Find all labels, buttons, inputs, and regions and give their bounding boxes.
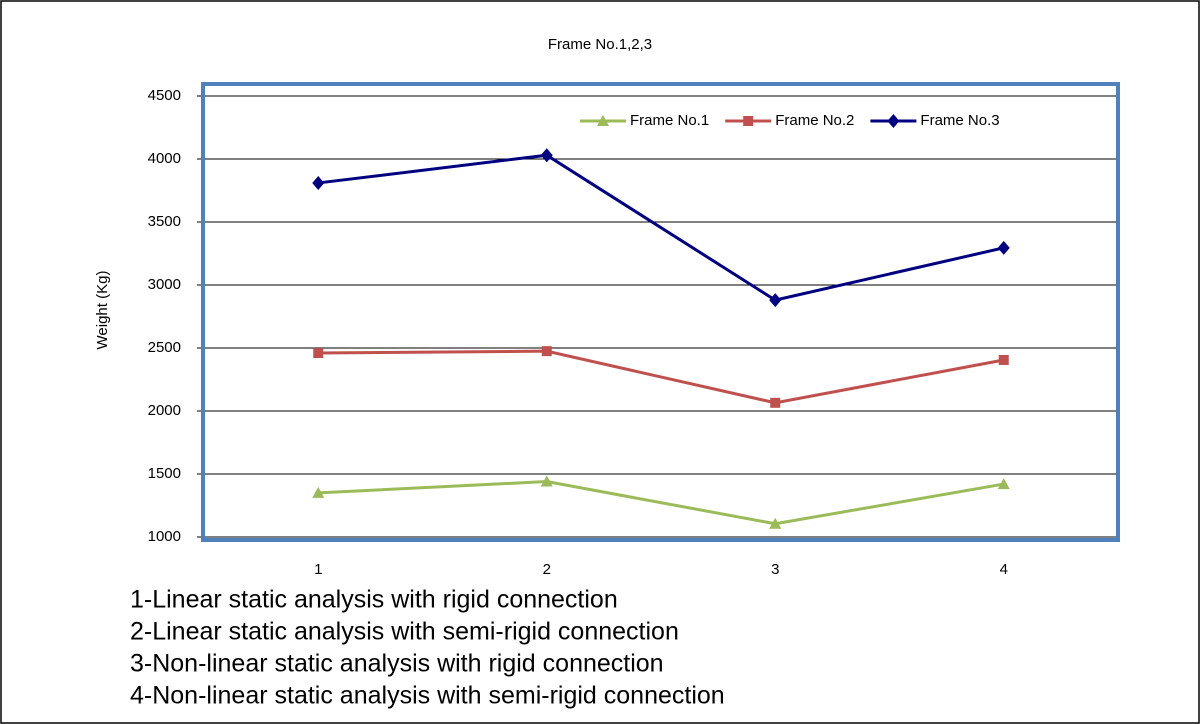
marker — [312, 486, 325, 498]
line — [318, 349, 1005, 405]
y-tick-label: 3500 — [148, 213, 181, 230]
legend-label: Frame No.1 — [630, 112, 709, 129]
marker — [997, 478, 1010, 490]
y-axis-title: Weight (Kg) — [94, 271, 111, 350]
marker — [541, 346, 552, 357]
legend-label: Frame No.2 — [775, 112, 854, 129]
legend-label: Frame No.3 — [920, 112, 999, 129]
line — [318, 480, 1005, 526]
annotation: 3-Non-linear static analysis with rigid … — [130, 650, 664, 678]
line — [318, 153, 1005, 302]
annotation: 2-Linear static analysis with semi-rigid… — [130, 618, 679, 646]
plot-border — [201, 82, 1120, 542]
x-tick-label: 4 — [1000, 561, 1008, 578]
marker — [998, 354, 1009, 365]
x-tick-label: 1 — [314, 561, 322, 578]
y-tick-label: 1500 — [148, 465, 181, 482]
x-tick-label: 2 — [543, 561, 551, 578]
marker — [769, 293, 782, 308]
y-tick-label: 2500 — [148, 339, 181, 356]
marker — [997, 240, 1010, 255]
y-tick-label: 3000 — [148, 276, 181, 293]
annotation: 4-Non-linear static analysis with semi-r… — [130, 682, 725, 710]
annotation: 1-Linear static analysis with rigid conn… — [130, 586, 618, 614]
marker — [540, 148, 553, 163]
y-tick-label: 1000 — [148, 528, 181, 545]
marker — [597, 115, 609, 126]
marker — [887, 114, 900, 128]
chart-title: Frame No.1,2,3 — [548, 36, 652, 53]
marker — [743, 116, 754, 126]
y-tick-label: 4000 — [148, 150, 181, 167]
y-tick-label: 2000 — [148, 402, 181, 419]
marker — [540, 475, 553, 487]
marker — [770, 397, 781, 408]
marker — [312, 175, 325, 190]
y-tick-label: 4500 — [148, 87, 181, 104]
marker — [769, 517, 782, 529]
x-tick-label: 3 — [771, 561, 779, 578]
marker — [313, 348, 324, 359]
